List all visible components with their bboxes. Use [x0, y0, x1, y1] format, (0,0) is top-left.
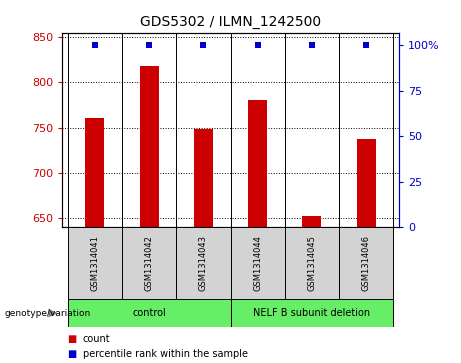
- Text: genotype/variation: genotype/variation: [5, 309, 91, 318]
- Bar: [230, 227, 285, 299]
- Text: GSM1314044: GSM1314044: [253, 235, 262, 291]
- Bar: [85, 118, 104, 227]
- Text: NELF B subunit deletion: NELF B subunit deletion: [254, 308, 371, 318]
- Text: GSM1314046: GSM1314046: [362, 235, 371, 291]
- Bar: [68, 227, 122, 299]
- Bar: [140, 66, 159, 227]
- Text: GSM1314041: GSM1314041: [90, 235, 99, 291]
- Text: GSM1314045: GSM1314045: [307, 235, 316, 291]
- Bar: [176, 227, 230, 299]
- Bar: [230, 299, 393, 327]
- Text: GSM1314043: GSM1314043: [199, 235, 208, 291]
- Text: count: count: [83, 334, 111, 344]
- Bar: [285, 227, 339, 299]
- Text: percentile rank within the sample: percentile rank within the sample: [83, 349, 248, 359]
- Bar: [339, 227, 393, 299]
- Bar: [248, 101, 267, 227]
- Title: GDS5302 / ILMN_1242500: GDS5302 / ILMN_1242500: [140, 15, 321, 29]
- Text: ■: ■: [67, 334, 76, 344]
- Polygon shape: [48, 309, 58, 317]
- Bar: [302, 216, 321, 227]
- Bar: [68, 299, 230, 327]
- Text: ■: ■: [67, 349, 76, 359]
- Bar: [194, 129, 213, 227]
- Bar: [357, 139, 376, 227]
- Text: control: control: [132, 308, 166, 318]
- Text: GSM1314042: GSM1314042: [145, 235, 154, 291]
- Bar: [122, 227, 176, 299]
